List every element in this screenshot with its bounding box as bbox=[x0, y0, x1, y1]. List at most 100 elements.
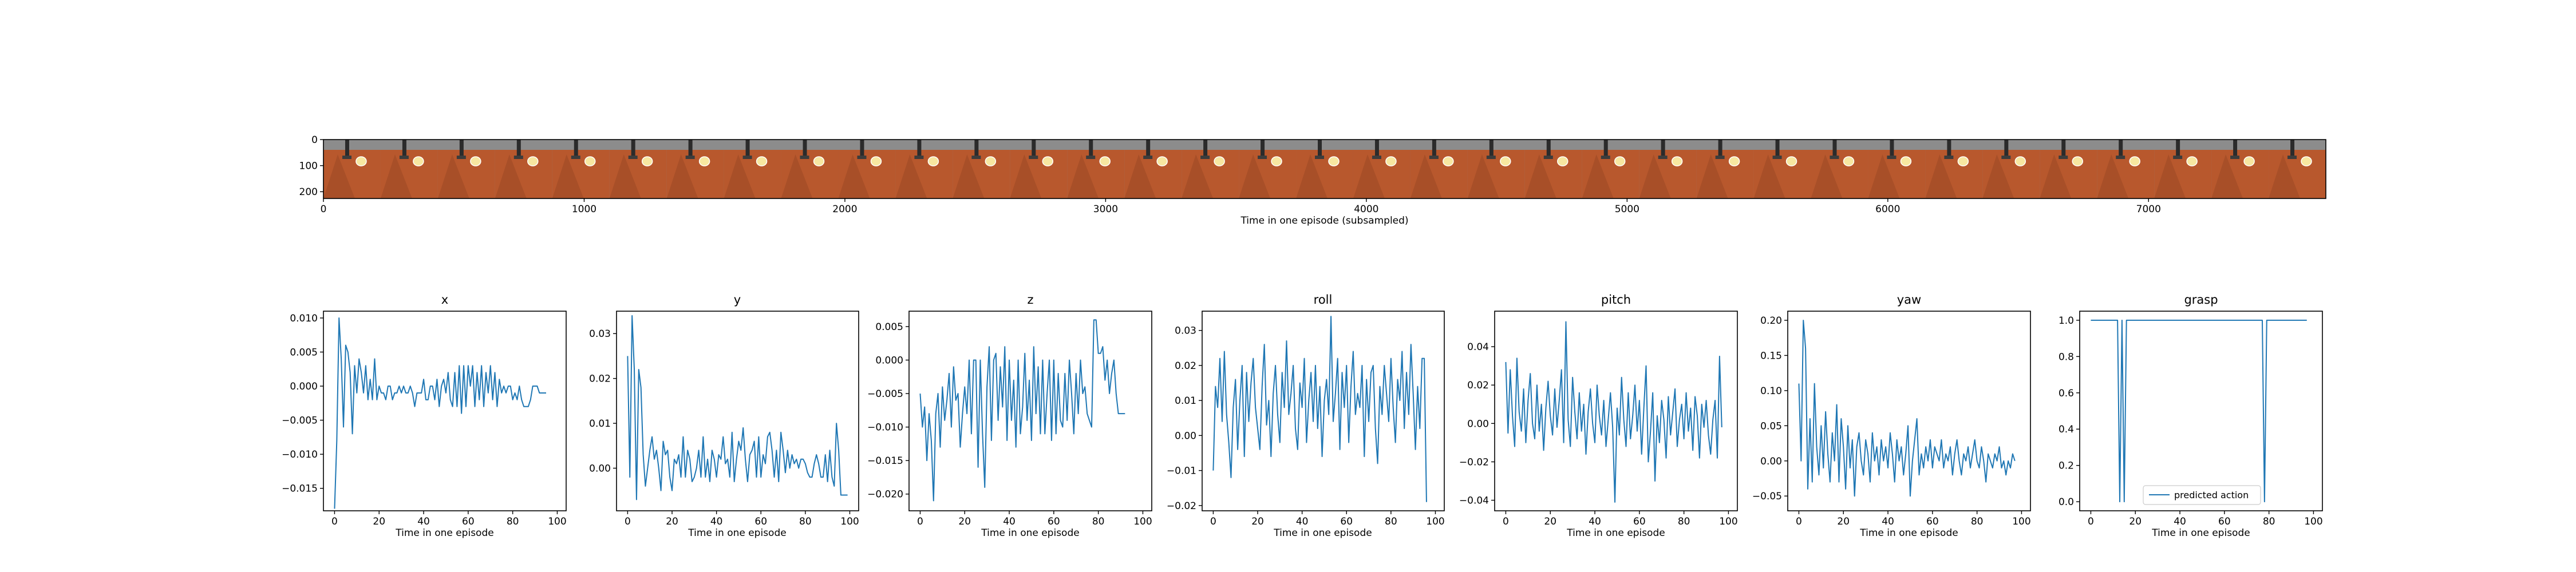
x-tick-label: 0 bbox=[1210, 516, 1216, 527]
y-tick-label: 0.6 bbox=[2059, 388, 2074, 399]
frame-object bbox=[1271, 156, 1282, 166]
filmstrip-y-ticks: 0 100 200 bbox=[299, 134, 323, 198]
frame-table-shadow bbox=[838, 154, 870, 198]
x-tick-label: 80 bbox=[1971, 516, 1984, 527]
frame-gripper-fingers bbox=[2173, 156, 2183, 159]
axes-frame bbox=[1202, 311, 1445, 511]
filmstrip-frame bbox=[724, 140, 782, 198]
frame-gripper-fingers bbox=[1887, 156, 1897, 159]
subplot-pitch-title: pitch bbox=[1601, 293, 1631, 307]
frame-object bbox=[1671, 156, 1683, 166]
frame-object bbox=[1214, 156, 1225, 166]
frame-gripper-fingers bbox=[2116, 156, 2125, 159]
filmstrip-frame bbox=[1353, 140, 1411, 198]
frame-table-shadow bbox=[1239, 154, 1271, 198]
subplot-y-plot: 0 20 40 60 80 100 0.00 0.01 0.02 0.03 bbox=[589, 311, 859, 527]
x-tick-label: 80 bbox=[1678, 516, 1690, 527]
frame-object bbox=[870, 156, 882, 166]
frame-gripper bbox=[1832, 140, 1837, 157]
frame-gripper bbox=[2176, 140, 2180, 157]
subplot-roll: roll 0 20 40 60 80 100−0.02−0.010.000.010.020… bbox=[1167, 293, 1445, 539]
filmstrip-frame bbox=[609, 140, 667, 198]
y-tick-label: 0.00 bbox=[1467, 418, 1489, 430]
frame-table bbox=[781, 150, 839, 198]
frame-gripper-fingers bbox=[1029, 156, 1038, 159]
frame-table bbox=[1639, 150, 1697, 198]
x-tick-label: 20 bbox=[2129, 516, 2142, 527]
frame-table bbox=[838, 150, 896, 198]
filmstrip-x-tick-label: 2000 bbox=[832, 204, 857, 215]
frame-object bbox=[2014, 156, 2026, 166]
y-tick-label: −0.020 bbox=[867, 489, 903, 500]
plot-area bbox=[1788, 311, 2030, 511]
filmstrip-frame bbox=[437, 140, 496, 198]
x-tick-label: 20 bbox=[1544, 516, 1556, 527]
frame-table bbox=[1124, 150, 1182, 198]
frame-gripper bbox=[402, 140, 406, 157]
frame-gripper bbox=[1432, 140, 1436, 157]
frame-table bbox=[1811, 150, 1868, 198]
frame-gripper bbox=[459, 140, 464, 157]
frame-table-shadow bbox=[2269, 154, 2301, 198]
filmstrip-frame bbox=[1410, 140, 1468, 198]
filmstrip-panel: 0 1000 2000 3000 4000 5000 6000 7000 0 100 200 Ti… bbox=[299, 134, 2326, 227]
frame-object bbox=[584, 156, 596, 166]
frame-gripper-fingers bbox=[1830, 156, 1839, 159]
frame-table bbox=[895, 150, 953, 198]
plot-area bbox=[617, 311, 859, 511]
frame-object bbox=[1843, 156, 1855, 166]
frame-gripper-fingers bbox=[342, 156, 351, 159]
frame-table bbox=[1410, 150, 1468, 198]
frame-gripper bbox=[803, 140, 807, 157]
filmstrip-frame bbox=[380, 140, 438, 198]
subplot-roll-title: roll bbox=[1314, 293, 1333, 307]
frame-gripper-fingers bbox=[2059, 156, 2068, 159]
frame-table bbox=[1353, 150, 1411, 198]
x-tick-label: 100 bbox=[1426, 516, 1444, 527]
filmstrip-frame bbox=[552, 140, 610, 198]
frame-table bbox=[2154, 150, 2212, 198]
y-tick-label: 0.01 bbox=[1175, 395, 1196, 407]
y-tick-label: −0.05 bbox=[1752, 491, 1782, 502]
frame-gripper-fingers bbox=[2001, 156, 2011, 159]
y-tick-label: 0.000 bbox=[290, 381, 318, 392]
frame-table bbox=[1753, 150, 1812, 198]
frame-table-shadow bbox=[1868, 154, 1900, 198]
x-tick-label: 60 bbox=[754, 516, 767, 527]
frame-gripper-fingers bbox=[685, 156, 695, 159]
filmstrip-frame bbox=[1868, 140, 1926, 198]
x-tick-label: 40 bbox=[1882, 516, 1894, 527]
frame-table-shadow bbox=[2211, 154, 2243, 198]
frame-gripper-fingers bbox=[1143, 156, 1153, 159]
legend-box bbox=[2143, 485, 2261, 505]
frame-gripper bbox=[631, 140, 635, 157]
y-tick-label: 0.00 bbox=[589, 463, 611, 474]
filmstrip-frames bbox=[323, 140, 2326, 198]
frame-object bbox=[1099, 156, 1111, 166]
frame-gripper bbox=[2290, 140, 2295, 157]
frame-object bbox=[1042, 156, 1054, 166]
frame-gripper bbox=[2119, 140, 2123, 157]
frame-table bbox=[1067, 150, 1125, 198]
frame-object bbox=[1957, 156, 1969, 166]
frame-table bbox=[1010, 150, 1068, 198]
filmstrip-frame bbox=[1696, 140, 1755, 198]
frame-table bbox=[323, 150, 381, 198]
frame-gripper bbox=[1489, 140, 1494, 157]
frame-table-shadow bbox=[609, 154, 641, 198]
subplot-x: x 0 20 40 60 80 100 −0.015 −0.010 −0.005 0.000 0.0… bbox=[282, 293, 567, 539]
frame-table-shadow bbox=[323, 154, 355, 198]
frame-gripper bbox=[1261, 140, 1265, 157]
y-tick-label: 0.005 bbox=[290, 347, 318, 358]
x-tick-label: 80 bbox=[2263, 516, 2275, 527]
frame-table-shadow bbox=[495, 154, 527, 198]
frame-table-shadow bbox=[1010, 154, 1042, 198]
x-tick-label: 40 bbox=[710, 516, 723, 527]
frame-object bbox=[1443, 156, 1454, 166]
frame-table bbox=[609, 150, 667, 198]
subplot-y-xlabel: Time in one episode bbox=[688, 527, 786, 539]
filmstrip-x-tick-label: 4000 bbox=[1354, 204, 1378, 215]
y-tick-label: 0.000 bbox=[875, 355, 903, 366]
y-tick-label: 0.04 bbox=[1467, 341, 1489, 353]
filmstrip-frame bbox=[1811, 140, 1868, 198]
